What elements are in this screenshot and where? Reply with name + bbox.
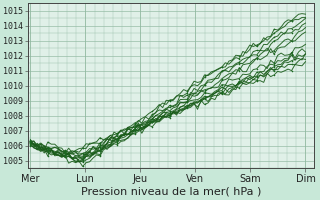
X-axis label: Pression niveau de la mer( hPa ): Pression niveau de la mer( hPa ) <box>81 187 261 197</box>
